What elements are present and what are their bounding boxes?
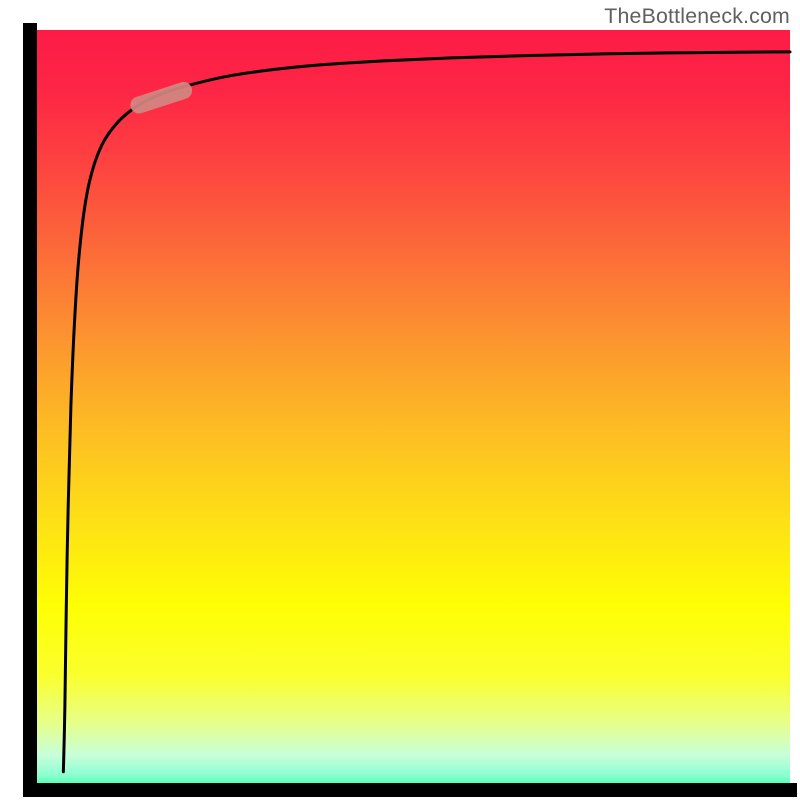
chart-container: TheBottleneck.com (0, 0, 800, 800)
curve-line (63, 52, 790, 772)
chart-overlay (0, 0, 800, 800)
attribution-text: TheBottleneck.com (604, 4, 790, 29)
highlight-marker (128, 80, 194, 116)
